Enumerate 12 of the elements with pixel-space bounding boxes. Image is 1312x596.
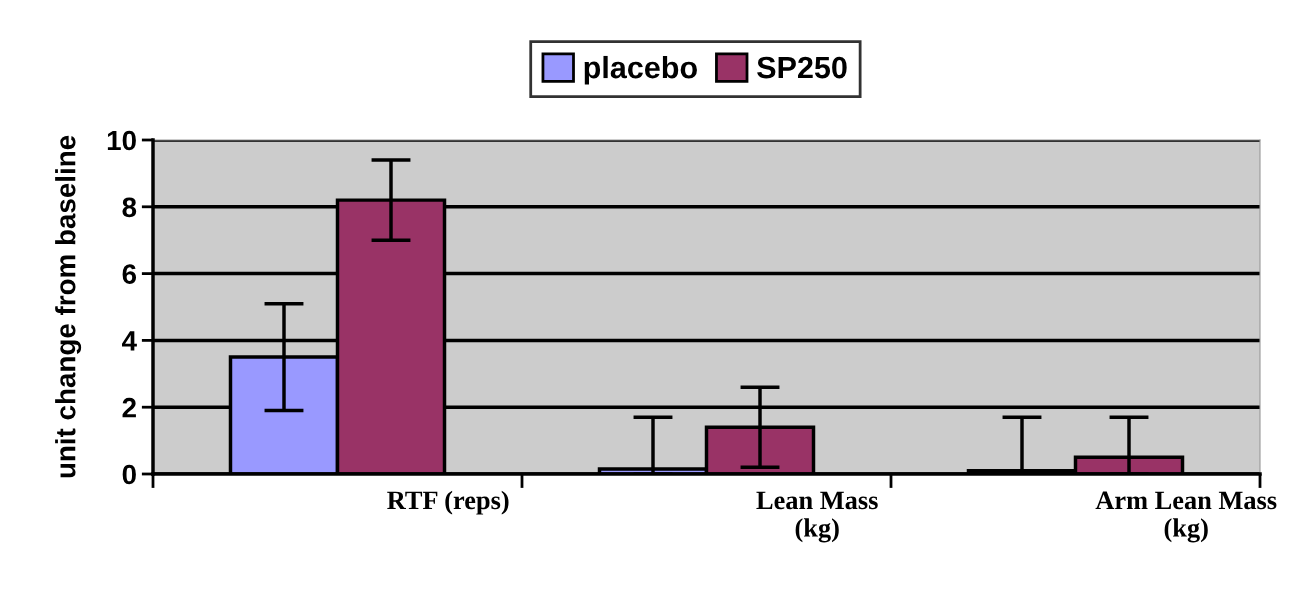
x-tick-label: Lean Mass (kg)	[756, 491, 878, 543]
y-axis-title: unit change from baseline	[55, 135, 82, 478]
y-tick-label: 2	[122, 397, 136, 418]
y-tick-label: 8	[122, 197, 137, 218]
legend-label: SP250	[757, 56, 847, 79]
legend-label: placebo	[584, 55, 697, 85]
x-tick-label: Arm Lean Mass (kg)	[1095, 491, 1277, 543]
y-tick-label: 4	[122, 331, 137, 351]
y-tick-label: 6	[122, 264, 137, 284]
x-tick-label: RTF (reps)	[387, 490, 509, 515]
y-tick-label: 0	[122, 464, 136, 485]
y-tick-label: 10	[107, 130, 136, 151]
